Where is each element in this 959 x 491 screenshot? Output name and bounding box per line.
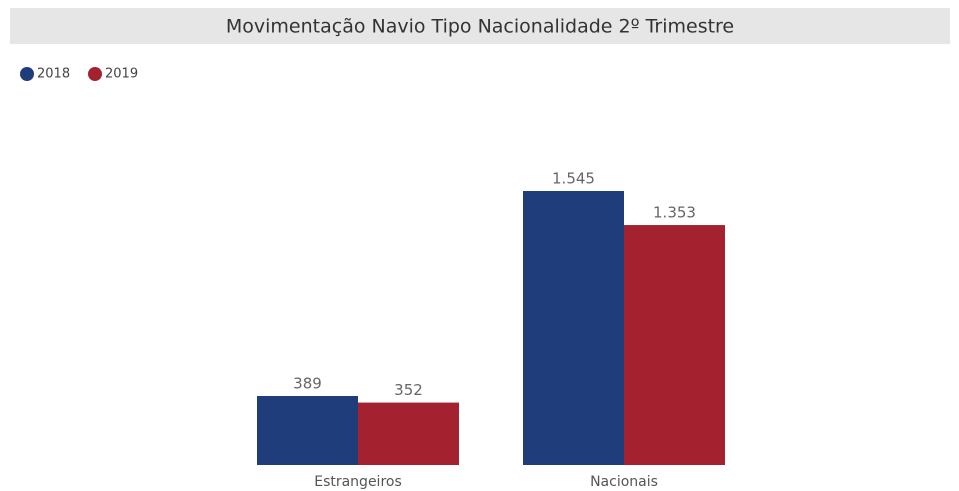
legend-label: 2019 bbox=[105, 67, 138, 82]
chart-title: Movimentação Navio Tipo Nacionalidade 2º… bbox=[226, 16, 734, 38]
bar bbox=[523, 191, 624, 465]
data-label: 389 bbox=[293, 375, 322, 393]
x-tick-label: Estrangeiros bbox=[314, 474, 402, 490]
data-label: 1.353 bbox=[653, 204, 696, 222]
bar bbox=[624, 225, 725, 465]
x-tick-label: Nacionais bbox=[590, 474, 658, 490]
data-label: 352 bbox=[394, 381, 423, 399]
legend-marker bbox=[20, 67, 34, 81]
title-bar bbox=[10, 8, 950, 44]
bar bbox=[358, 402, 459, 465]
legend-marker bbox=[88, 67, 102, 81]
legend-label: 2018 bbox=[37, 67, 70, 82]
bar bbox=[257, 396, 358, 465]
data-label: 1.545 bbox=[552, 170, 595, 188]
